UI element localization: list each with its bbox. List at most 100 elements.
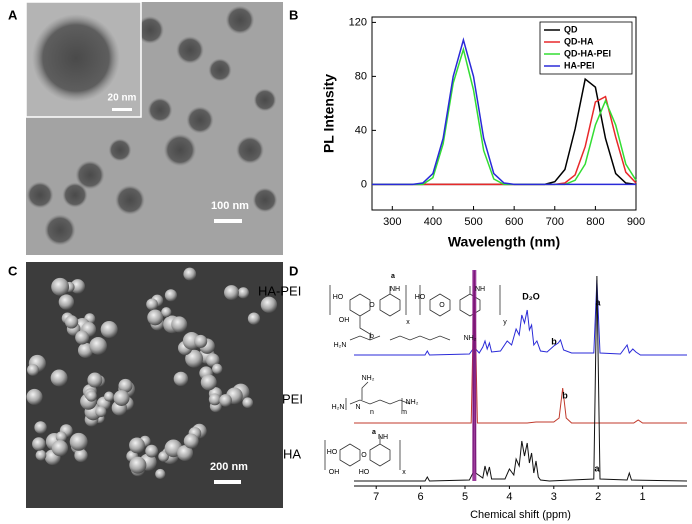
structure-label: a [372, 429, 376, 436]
particle [118, 378, 133, 393]
structure-label: NH₂ [406, 399, 419, 406]
structure-label: N [355, 404, 360, 411]
x-tick-label: 800 [586, 216, 604, 228]
nmr-chart: 7 6 5 4 3 2 1 Chemical shift (ppm) HA-PEI PEI HA D₂… [258, 269, 688, 521]
particle [164, 289, 178, 302]
particle [85, 390, 97, 402]
structure-label: H₂N [332, 404, 345, 411]
chemical-structure [324, 285, 501, 470]
particle [235, 135, 265, 165]
particle [95, 406, 107, 418]
x-tick-label: 4 [506, 491, 512, 503]
spectrum [354, 269, 687, 356]
structure-label: m [401, 409, 407, 416]
structure-label: b [370, 333, 374, 340]
particle [147, 309, 164, 326]
particle [27, 363, 39, 376]
inset-particle [32, 14, 120, 102]
particle [212, 363, 223, 375]
panel-label: A [8, 7, 18, 22]
particle [55, 431, 67, 443]
particle [237, 287, 250, 299]
x-tick-label: 1 [640, 491, 646, 503]
plot-frame [371, 16, 637, 211]
particle [75, 330, 90, 345]
particle [176, 36, 204, 64]
scale-bar [214, 219, 242, 223]
panel-label: C [8, 263, 18, 278]
legend-label: QD-HA [564, 36, 594, 46]
particle [225, 5, 255, 35]
particle [260, 296, 278, 313]
y-tick-label: 0 [361, 178, 367, 190]
y-axis-label: PL Intensity [321, 74, 337, 153]
particle [171, 316, 188, 333]
particle [75, 160, 105, 190]
data-line [372, 37, 636, 186]
particle [146, 298, 158, 311]
particle [161, 307, 172, 318]
scale-bar [112, 108, 132, 111]
spectrum-label: HA [283, 446, 301, 461]
x-tick-label: 400 [424, 216, 442, 228]
x-axis-label: Chemical shift (ppm) [470, 509, 571, 521]
structure-label: O [369, 302, 375, 309]
scale-bar-label: 200 nm [210, 461, 248, 473]
data-line [372, 95, 637, 186]
legend-label: HA-PEI [564, 60, 595, 70]
particle [69, 432, 88, 451]
particle [35, 449, 47, 461]
structure-label: a [391, 273, 395, 280]
structure-label: x [402, 469, 406, 476]
x-tick-label: 500 [464, 216, 482, 228]
y-tick-label: 40 [355, 124, 367, 136]
pei-structure [345, 381, 411, 410]
legend-label: QD-HA-PEI [564, 48, 611, 58]
panel-label: D [289, 263, 298, 278]
structure-label: HO [415, 294, 426, 301]
peak-annotation: a [594, 463, 600, 473]
x-tick-label: 700 [546, 216, 564, 228]
particle [34, 421, 47, 434]
particle [155, 468, 166, 480]
x-tick-label: 5 [462, 491, 468, 503]
legend-label: QD [564, 24, 578, 34]
particle [64, 315, 79, 329]
x-tick-label: 300 [383, 216, 401, 228]
particle [129, 437, 145, 454]
tem-particles [26, 5, 278, 246]
structure-label: x [406, 319, 410, 326]
x-tick-label: 900 [627, 216, 645, 228]
particle [219, 394, 232, 407]
particle [247, 312, 261, 325]
particle [185, 349, 204, 368]
particle [70, 279, 85, 294]
particle [177, 445, 194, 462]
structure-label: NH [475, 286, 485, 293]
particle [113, 390, 130, 407]
particle [32, 437, 46, 451]
particle [183, 267, 197, 281]
spectrum [354, 270, 688, 482]
particle [224, 285, 239, 301]
structure-label: HO [327, 449, 338, 456]
particle [115, 185, 145, 215]
structure-label: NH [390, 286, 400, 293]
structure-label: NH₂ [464, 335, 477, 342]
scale-bar-label: 100 nm [211, 200, 249, 212]
x-tick-label: 2 [595, 491, 601, 503]
particle [58, 294, 75, 310]
particle [205, 353, 220, 367]
particle [136, 16, 164, 44]
peak-annotation: b [562, 390, 568, 400]
scale-bar [214, 480, 241, 484]
particle [252, 187, 278, 213]
y-tick-label: 120 [349, 16, 367, 28]
particle [26, 181, 54, 209]
structure-label: O [439, 302, 445, 309]
particle [87, 372, 103, 388]
peak-annotation: a [595, 297, 601, 307]
particle [163, 133, 197, 167]
structure-label: H₂N [334, 342, 347, 349]
